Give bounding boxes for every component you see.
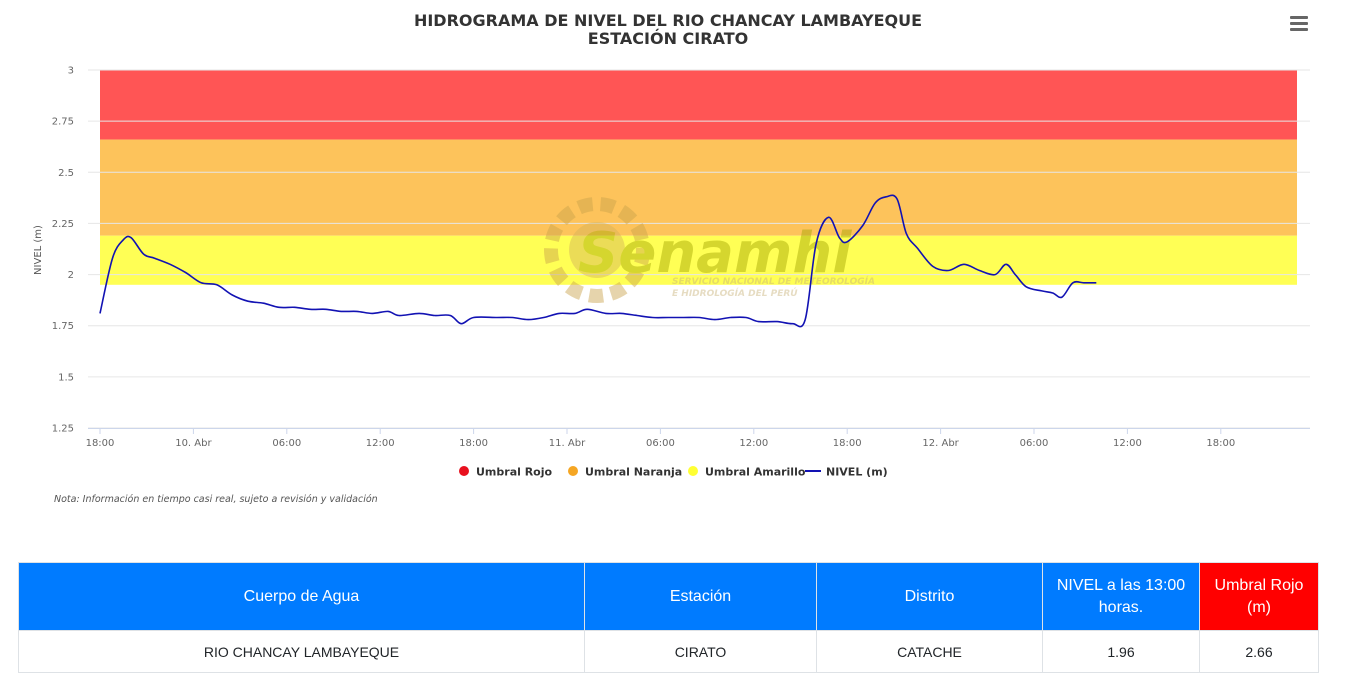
chart-note: Nota: Información en tiempo casi real, s… — [54, 494, 378, 505]
legend-label: Umbral Amarillo — [705, 466, 806, 479]
x-tick-label: 12:00 — [739, 438, 768, 449]
y-axis: 1.25 1.5 1.75 2 2.25 2.5 2.75 3 — [52, 66, 74, 435]
y-axis-title: NIVEL (m) — [33, 225, 44, 275]
header-distrito: Distrito — [816, 562, 1043, 631]
series-line-nivel — [99, 194, 1097, 328]
chart-title-line-2: ESTACIÓN CIRATO — [588, 29, 748, 48]
hamburger-menu-icon[interactable] — [1288, 14, 1310, 32]
header-umbral-rojo: Umbral Rojo (m) — [1199, 562, 1319, 631]
legend-symbol-umbral-rojo — [459, 466, 469, 476]
y-tick-label: 2 — [68, 270, 74, 281]
header-estacion: Estación — [584, 562, 817, 631]
cell-cuerpo-de-agua: RIO CHANCAY LAMBAYEQUE — [18, 630, 585, 673]
y-tick-label: 2.25 — [52, 219, 74, 230]
x-axis: 18:00 10. Abr 06:00 12:00 18:00 11. Abr 06:00 1… — [86, 428, 1310, 449]
header-cuerpo-de-agua: Cuerpo de Agua — [18, 562, 585, 631]
x-tick-label: 12:00 — [1113, 438, 1142, 449]
hydrograph-chart: Senamhi SERVICIO NACIONAL DE METEOROLOGÍ… — [33, 11, 1310, 505]
watermark-brand: Senamhi — [578, 221, 852, 286]
chart-legend: Umbral Rojo Umbral Naranja Umbral Amarillo… — [459, 466, 888, 479]
x-tick-label: 12. Abr — [922, 438, 959, 449]
watermark-line-1: SERVICIO NACIONAL DE METEOROLOGÍA — [672, 275, 875, 287]
chart-svg: Senamhi SERVICIO NACIONAL DE METEOROLOGÍ… — [33, 11, 1310, 505]
header-nivel: NIVEL a las 13:00 horas. — [1042, 562, 1200, 631]
x-tick-label: 10. Abr — [175, 438, 212, 449]
y-tick-label: 1.25 — [52, 424, 74, 435]
cell-nivel: 1.96 — [1042, 630, 1200, 673]
x-tick-label: 18:00 — [833, 438, 862, 449]
watermark-line-2: E HIDROLOGÍA DEL PERÚ — [672, 287, 798, 299]
band-umbral-amarillo — [100, 235, 1297, 285]
x-tick-label: 06:00 — [272, 438, 301, 449]
series-layer — [99, 194, 1097, 328]
chart-title-line-1: HIDROGRAMA DE NIVEL DEL RIO CHANCAY LAMB… — [414, 11, 922, 30]
band-umbral-rojo — [100, 70, 1297, 140]
legend-label: NIVEL (m) — [826, 466, 888, 479]
x-tick-label: 18:00 — [1206, 438, 1235, 449]
senamhi-watermark: Senamhi SERVICIO NACIONAL DE METEOROLOGÍ… — [544, 197, 875, 303]
legend-label: Umbral Rojo — [476, 466, 553, 479]
table-header-row: Cuerpo de Agua Estación Distrito NIVEL a… — [18, 562, 1319, 631]
x-tick-label: 11. Abr — [549, 438, 586, 449]
legend-label: Umbral Naranja — [585, 466, 682, 479]
cell-umbral-rojo: 2.66 — [1199, 630, 1319, 673]
station-info-table: Cuerpo de Agua Estación Distrito NIVEL a… — [18, 562, 1319, 673]
legend-symbol-umbral-naranja — [568, 466, 578, 476]
x-tick-label: 18:00 — [86, 438, 115, 449]
x-tick-label: 06:00 — [1020, 438, 1049, 449]
sun-logo-icon — [544, 197, 650, 303]
legend-symbol-umbral-amarillo — [688, 466, 698, 476]
y-tick-label: 1.75 — [52, 321, 74, 332]
y-tick-label: 2.75 — [52, 117, 74, 128]
cell-distrito: CATACHE — [816, 630, 1043, 673]
x-tick-label: 12:00 — [366, 438, 395, 449]
y-tick-label: 1.5 — [58, 372, 74, 383]
cell-estacion: CIRATO — [584, 630, 817, 673]
x-tick-label: 06:00 — [646, 438, 675, 449]
x-tick-label: 18:00 — [459, 438, 488, 449]
y-tick-label: 2.5 — [58, 168, 74, 179]
threshold-bands — [100, 70, 1297, 285]
y-tick-label: 3 — [68, 66, 74, 77]
table-row: RIO CHANCAY LAMBAYEQUE CIRATO CATACHE 1.… — [18, 630, 1319, 673]
band-umbral-naranja — [100, 139, 1297, 236]
